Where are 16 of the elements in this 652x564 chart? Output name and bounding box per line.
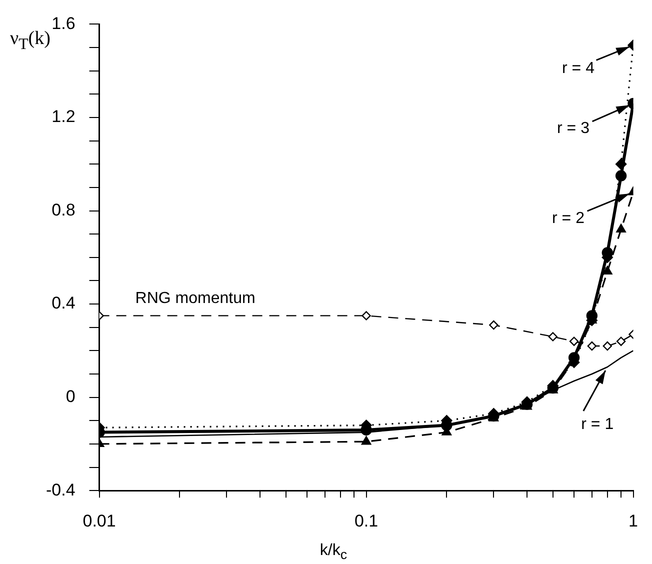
text: r = 3 xyxy=(557,120,590,138)
y-axis-title: ν$_{T}$(k) xyxy=(10,28,50,54)
x-tick-label: 0.1 xyxy=(354,511,378,530)
x-tick-label: 0.01 xyxy=(82,511,116,530)
y-tick-label: -0.4 xyxy=(46,480,76,500)
y-tick-label: 0 xyxy=(66,387,76,406)
x-tick-label: 1 xyxy=(628,511,638,530)
text: r = 2 xyxy=(552,210,584,228)
text: r = 4 xyxy=(562,60,594,78)
y-tick-label: 0.8 xyxy=(52,200,76,220)
text: r = 1 xyxy=(581,416,614,434)
x-axis-title: k/k$_{c}$ xyxy=(320,542,347,562)
y-tick-label: 1.2 xyxy=(52,107,76,126)
series-label: RNG momentum xyxy=(135,290,256,308)
y-tick-label: 0.4 xyxy=(52,294,76,313)
y-tick-label: 1.6 xyxy=(52,14,76,33)
